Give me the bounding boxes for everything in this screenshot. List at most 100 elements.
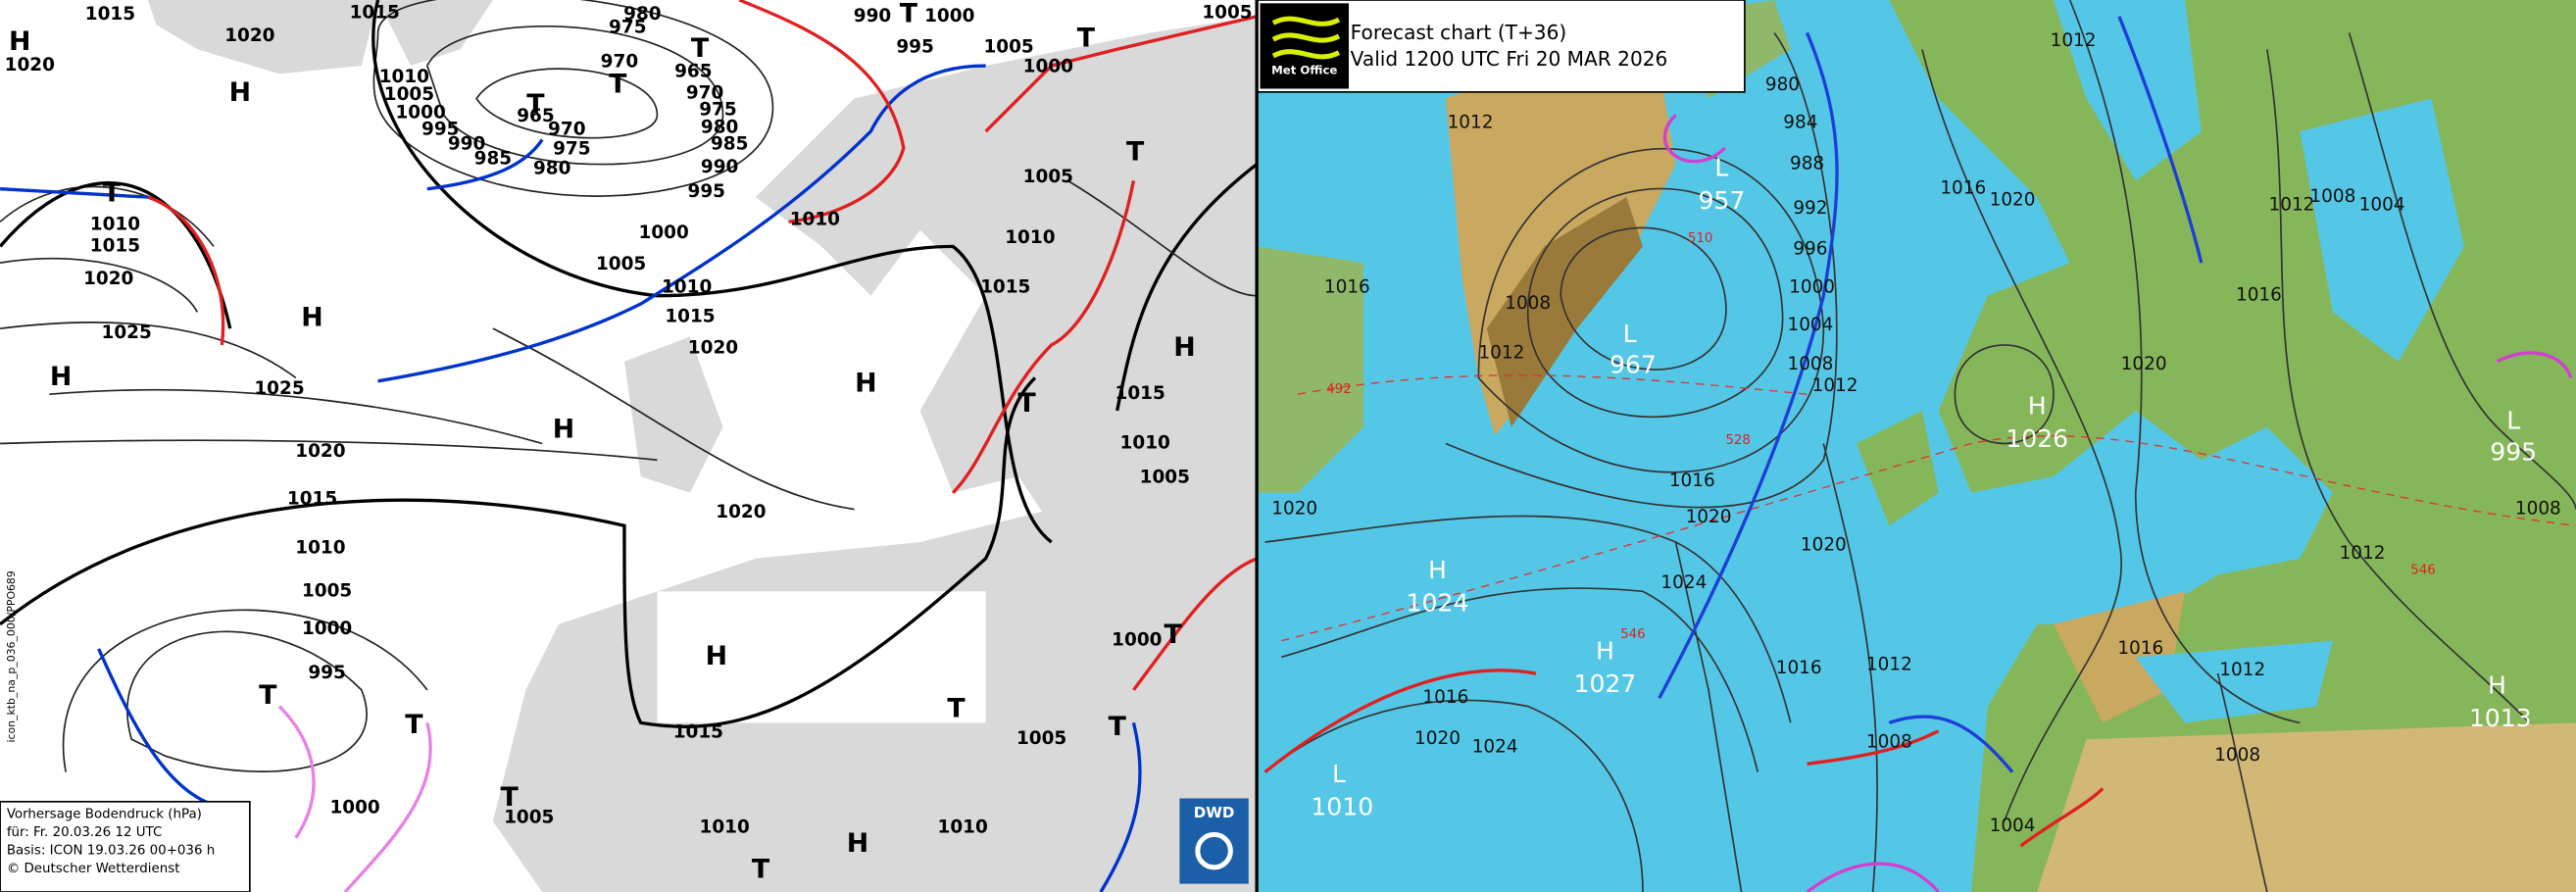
pressure-centre: H (847, 828, 868, 859)
isobar-label: 990 (448, 133, 485, 154)
isobar-label: 1010 (662, 276, 712, 297)
isobar-label: 1020 (83, 269, 133, 289)
pressure-centre: T (1109, 712, 1127, 742)
isobar-label: 1000 (1789, 276, 1835, 297)
isobar-label: 1008 (1505, 293, 1551, 314)
isobar-label: 1010 (295, 538, 345, 559)
pressure-centre: T (103, 177, 122, 208)
isobar-label: 1008 (1787, 354, 1833, 374)
isobar-label: 995 (896, 37, 933, 58)
isobar-label: 1005 (302, 580, 352, 601)
isobar-label: 1005 (1202, 2, 1252, 23)
isobar-label: 1005 (1140, 468, 1190, 488)
pressure-centre: T (947, 693, 966, 723)
isobar-label: 1024 (1472, 737, 1518, 758)
isobar-label: 995 (421, 119, 459, 139)
isobar-label: 1015 (85, 4, 135, 25)
pressure-centre: T (1017, 388, 1036, 419)
isobar-label: 1012 (2269, 194, 2315, 215)
isobar-label: 992 (1793, 198, 1827, 219)
isobar-label: 1015 (90, 235, 140, 256)
pressure-centre: 1026 (2006, 424, 2068, 453)
isobar-label: 1010 (700, 818, 750, 838)
pressure-centre: 1010 (1311, 793, 1373, 821)
isobar-label: 1016 (2117, 638, 2163, 659)
isobar-label: 1015 (673, 721, 723, 742)
legend-line: Vorhersage Bodendruck (hPa) (7, 808, 202, 822)
isobar-label: 1020 (1801, 534, 1847, 555)
pressure-centre: T (500, 782, 519, 813)
isobar-label: 1010 (1120, 432, 1170, 453)
isobar-label: 975 (699, 99, 736, 120)
dwd-logo-swirl (1195, 831, 1233, 870)
isobar-label: 1020 (716, 502, 766, 522)
isobar-label: 980 (701, 118, 738, 138)
pressure-centre: H (301, 303, 322, 333)
isobar-label: 1005 (504, 808, 554, 828)
isobar-label: 1012 (2340, 543, 2386, 564)
isobar-label: 1015 (980, 276, 1030, 297)
pressure-centre: L (2506, 407, 2520, 435)
isobar-label: 1010 (379, 67, 429, 87)
legend: Vorhersage Bodendruck (hPa) für: Fr. 20.0… (7, 808, 215, 876)
isobar-label: 1012 (1448, 113, 1494, 133)
isobar-label: 1000 (395, 103, 445, 124)
isobar-label: 1016 (1669, 471, 1715, 491)
isobar-label: 965 (517, 106, 554, 126)
chart-valid: Valid 1200 UTC Fri 20 MAR 2026 (1351, 47, 1668, 71)
isobar-label: 1000 (1023, 57, 1073, 77)
isobar-label: 1005 (1016, 728, 1066, 749)
isobar-label: 1012 (1478, 342, 1524, 363)
pressure-centre: 1024 (1407, 589, 1469, 618)
pressure-centre: 995 (2490, 438, 2537, 467)
isobar-label: 1020 (1271, 499, 1317, 520)
right-labels: 1012L957L9671016101210081020H1024H1027L1… (1271, 30, 2561, 836)
isobar-label: 975 (553, 139, 590, 160)
isobar-label: 1015 (287, 488, 337, 509)
isobar-label: 1004 (2359, 194, 2405, 215)
pressure-centre: T (752, 855, 770, 885)
isobar-label: 988 (1790, 154, 1824, 174)
thickness-label: 546 (2410, 564, 2436, 578)
isobar-label: 1020 (2121, 354, 2167, 374)
fronts (0, 0, 1258, 892)
isobar-label: 1000 (639, 223, 689, 243)
pressure-centre: H (2028, 392, 2047, 421)
isobar-label: 1015 (1115, 383, 1165, 404)
isobar-label: 1012 (1866, 655, 1912, 675)
pressure-centre: H (855, 369, 876, 399)
isobar-label: 1024 (1660, 572, 1707, 593)
isobar-label: 1004 (1787, 315, 1833, 335)
pressure-centre: H (2488, 671, 2506, 700)
isobar-label: 995 (688, 181, 725, 202)
isobar-label: 984 (1783, 113, 1817, 133)
pressure-centre: T (405, 710, 423, 740)
isobar-label: 965 (674, 62, 712, 82)
isobar-label: 990 (701, 157, 738, 177)
isobar-label: 1016 (1940, 178, 1986, 199)
isobar-label: 1020 (295, 441, 345, 462)
pressure-centre: H (553, 415, 574, 445)
side-label: icon_ktb_na_p_036_000/PPO689 (5, 570, 18, 742)
dwd-logo-text: DWD (1194, 804, 1235, 821)
isobar-label: 1008 (2309, 186, 2355, 207)
isobar-label: 980 (623, 4, 661, 25)
chart-title: Forecast chart (T+36) (1351, 21, 1567, 44)
isobar-label: 1008 (1866, 731, 1912, 752)
pressure-centre: H (1428, 556, 1447, 584)
isobars (1264, 0, 2576, 892)
isobar-label: 970 (686, 83, 723, 104)
pressure-centre: H (1173, 332, 1195, 363)
isobar-label: 970 (601, 52, 638, 73)
pressure-centre: 1013 (2469, 704, 2532, 732)
isobar-label: 1012 (1812, 375, 1858, 396)
legend-box (0, 800, 251, 892)
pressure-centre: T (900, 0, 918, 29)
mediterranean (657, 591, 986, 723)
pressure-centre: L (1623, 320, 1637, 348)
isobar-label: 1016 (2236, 285, 2282, 306)
isobar-label: 975 (609, 17, 646, 37)
isobar-label: 1020 (688, 337, 738, 358)
